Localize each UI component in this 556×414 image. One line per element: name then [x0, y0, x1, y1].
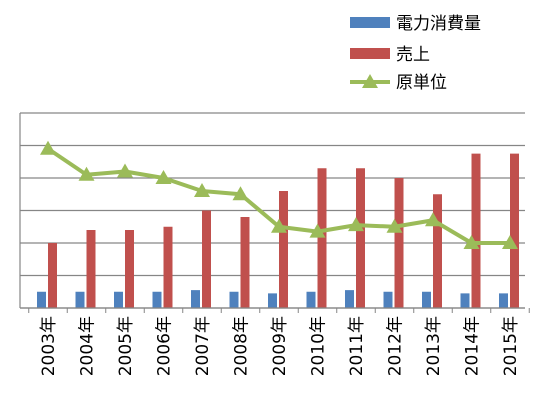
line-series: [40, 140, 518, 249]
x-tick-label: 2007年: [193, 316, 213, 376]
line-point-marker: [271, 218, 287, 233]
bar: [37, 291, 46, 308]
bar: [460, 293, 470, 308]
bar: [317, 168, 327, 308]
bar: [48, 243, 57, 308]
bar: [345, 290, 354, 308]
x-tick-label: 2010年: [309, 316, 329, 376]
bar: [229, 291, 239, 308]
bar: [114, 291, 123, 308]
bar: [306, 291, 316, 308]
bar: [510, 153, 519, 308]
line-point-marker: [386, 218, 403, 233]
bar: [191, 290, 200, 308]
bar: [152, 291, 162, 308]
bar: [75, 291, 85, 308]
bar: [163, 226, 173, 308]
bar: [279, 191, 288, 308]
bar: [433, 194, 442, 308]
line-point-marker: [232, 186, 249, 201]
legend-marker: [362, 74, 378, 88]
line-point-marker: [348, 217, 364, 232]
x-tick-label: 2003年: [39, 316, 59, 376]
line-point-marker: [194, 183, 210, 197]
line-point-marker: [155, 170, 172, 184]
bar: [268, 293, 277, 308]
x-tick-label: 2011年: [347, 316, 367, 376]
x-tick-label: 2005年: [116, 316, 136, 376]
line-point-marker: [502, 235, 518, 249]
bar: [422, 291, 431, 308]
x-tick-label: 2004年: [78, 316, 98, 376]
bar: [471, 153, 481, 308]
bar: [499, 293, 508, 308]
line-point-marker: [309, 223, 326, 238]
legend-swatch: [350, 48, 390, 59]
line-point-marker: [78, 166, 95, 181]
legend-label: 電力消費量: [396, 14, 481, 34]
line-point-marker: [40, 140, 56, 155]
line-point-marker: [463, 235, 480, 249]
bar: [86, 230, 96, 308]
x-tick-label: 2015年: [501, 316, 521, 376]
line-point-marker: [425, 212, 441, 227]
legend-swatch: [350, 17, 390, 28]
legend-label: 売上: [396, 45, 430, 65]
legend-label: 原単位: [396, 73, 447, 93]
gridlines: [20, 112, 525, 309]
x-tick-labels: 2003年 2004年 2005年 2006年 2007年 2008年 2009年 2010年…: [39, 316, 521, 376]
bars: [37, 153, 519, 308]
bar: [383, 291, 393, 308]
x-tick-label: 2014年: [463, 316, 483, 376]
bar: [394, 178, 404, 308]
axes: [19, 113, 530, 313]
bar: [202, 210, 211, 308]
x-tick-label: 2012年: [386, 316, 406, 376]
x-tick-label: 2006年: [155, 316, 175, 376]
x-tick-label: 2009年: [270, 316, 290, 376]
bar: [356, 168, 365, 308]
bar: [240, 217, 250, 308]
bar: [125, 230, 134, 308]
x-tick-label: 2013年: [424, 316, 444, 376]
x-tick-label: 2008年: [232, 316, 252, 376]
line-point-marker: [117, 163, 133, 178]
